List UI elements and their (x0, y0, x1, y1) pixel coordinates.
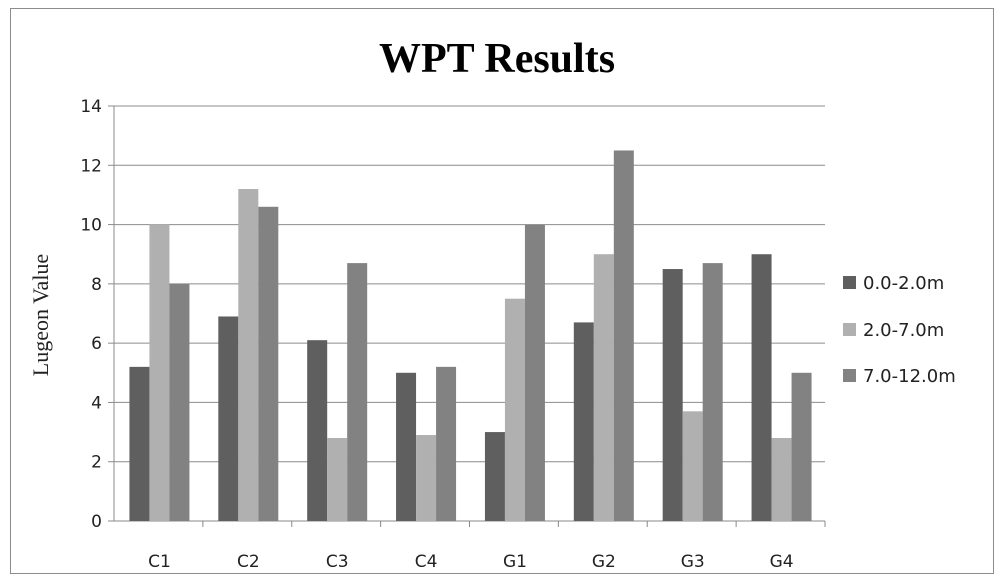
bar-G1-2.0-7.0m (504, 298, 525, 521)
bar-C4-7.0-12.0m (436, 366, 457, 521)
legend-swatch (843, 276, 856, 289)
bar-G1-7.0-12.0m (524, 224, 545, 522)
bar-C4-0.0-2.0m (396, 372, 417, 521)
y-tick-label: 6 (91, 334, 102, 354)
bar-C4-2.0-7.0m (416, 435, 437, 521)
bar-G4-2.0-7.0m (771, 438, 792, 521)
bars (129, 150, 812, 522)
bar-G3-7.0-12.0m (702, 263, 723, 521)
legend-swatch (843, 369, 856, 382)
legend: 0.0-2.0m 2.0-7.0m 7.0-12.0m (843, 273, 956, 387)
bar-C2-7.0-12.0m (258, 206, 279, 522)
x-tick-labels: C1 C2 C3 C4 G1 G2 G3 G4 (148, 521, 826, 572)
bar-C1-7.0-12.0m (169, 283, 190, 521)
x-tick-label: C4 (415, 552, 438, 572)
legend-label: 2.0-7.0m (863, 320, 944, 341)
legend-swatch (843, 323, 856, 336)
bar-G2-7.0-12.0m (613, 150, 634, 521)
y-tick-label: 14 (80, 97, 102, 117)
bar-C1-0.0-2.0m (129, 366, 150, 521)
legend-item: 0.0-2.0m (843, 273, 944, 294)
y-tick-label: 0 (91, 512, 102, 532)
bar-G1-0.0-2.0m (484, 432, 505, 521)
y-tick-label: 8 (91, 275, 102, 295)
legend-item: 7.0-12.0m (843, 366, 956, 387)
x-tick-label: G2 (592, 552, 616, 572)
bar-C3-7.0-12.0m (347, 263, 368, 521)
x-tick-label: C3 (326, 552, 349, 572)
y-tick-label: 10 (80, 216, 102, 236)
bar-C1-2.0-7.0m (149, 224, 170, 522)
y-axis-label: Lugeon Value (28, 254, 53, 376)
bar-G3-2.0-7.0m (682, 411, 703, 521)
x-tick-label: C2 (237, 552, 260, 572)
legend-label: 0.0-2.0m (863, 273, 944, 294)
x-tick-label: G4 (770, 552, 794, 572)
bar-C2-0.0-2.0m (218, 316, 239, 521)
bar-G4-0.0-2.0m (751, 254, 772, 521)
y-tick-label: 4 (91, 393, 102, 413)
x-tick-label: C1 (148, 552, 171, 572)
x-tick-label: G3 (681, 552, 705, 572)
y-tick-label: 2 (91, 453, 102, 473)
bar-C3-2.0-7.0m (327, 438, 348, 521)
y-tick-labels: 0 2 4 6 8 10 12 14 (80, 97, 102, 532)
bar-G4-7.0-12.0m (791, 372, 812, 521)
legend-label: 7.0-12.0m (863, 366, 956, 387)
bar-G3-0.0-2.0m (662, 269, 683, 521)
bar-C3-0.0-2.0m (307, 340, 328, 521)
bar-G2-0.0-2.0m (573, 322, 594, 521)
bar-C2-2.0-7.0m (238, 189, 259, 521)
x-tick-label: G1 (503, 552, 527, 572)
bar-G2-2.0-7.0m (593, 254, 614, 521)
y-tick-label: 12 (80, 156, 102, 176)
legend-item: 2.0-7.0m (843, 320, 944, 341)
chart-title: WPT Results (379, 36, 615, 82)
